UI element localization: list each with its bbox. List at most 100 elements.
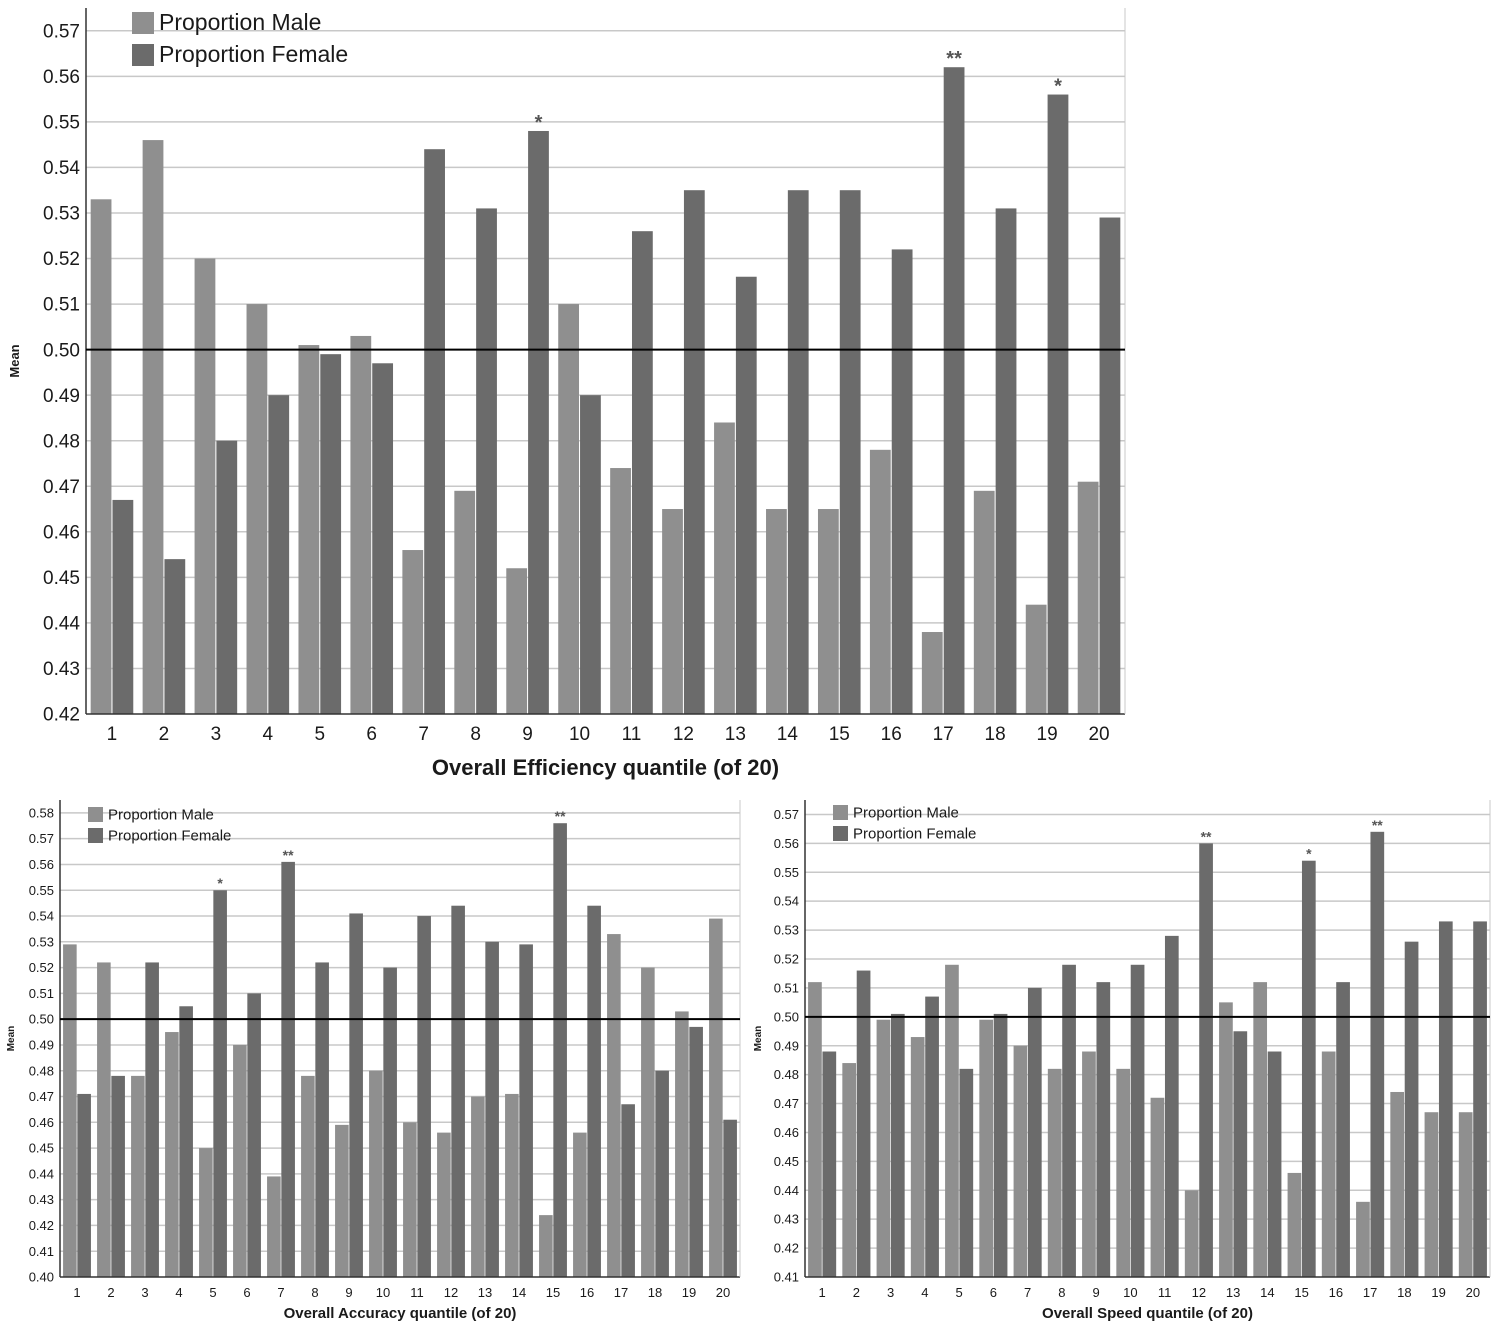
y-tick-label: 0.42 — [29, 1218, 54, 1233]
x-tick-label: 17 — [614, 1285, 628, 1300]
x-tick-label: 8 — [470, 724, 481, 745]
x-tick-label: 5 — [956, 1285, 963, 1300]
bar-female — [451, 905, 465, 1277]
bar-male — [842, 1063, 857, 1277]
x-tick-label: 13 — [1226, 1285, 1240, 1300]
y-tick-label: 0.57 — [774, 807, 799, 822]
x-tick-label: 18 — [1397, 1285, 1411, 1300]
bar-male — [1184, 1190, 1199, 1277]
bar-male — [335, 1124, 349, 1277]
x-tick-label: 12 — [444, 1285, 458, 1300]
y-tick-label: 0.40 — [29, 1270, 54, 1285]
x-tick-label: 4 — [921, 1285, 928, 1300]
bar-male — [165, 1032, 179, 1277]
y-tick-label: 0.53 — [774, 923, 799, 938]
x-tick-label: 2 — [107, 1285, 114, 1300]
y-tick-label: 0.51 — [29, 986, 54, 1001]
y-tick-label: 0.48 — [43, 431, 80, 452]
significance-marker: ** — [1201, 828, 1212, 844]
x-tick-label: 7 — [418, 724, 429, 745]
legend-swatch — [833, 805, 848, 820]
bar-male — [662, 509, 683, 714]
y-tick-label: 0.53 — [43, 204, 80, 225]
bar-male — [1458, 1112, 1473, 1277]
bar-male — [350, 335, 372, 714]
bar-male — [1390, 1091, 1405, 1277]
y-tick-label: 0.49 — [29, 1037, 54, 1052]
bar-female — [417, 916, 431, 1277]
bar-female — [1199, 843, 1213, 1277]
y-tick-label: 0.54 — [43, 158, 80, 179]
bar-male — [402, 550, 424, 714]
bar-female — [995, 208, 1017, 714]
bar-female — [1062, 964, 1076, 1277]
y-tick-label: 0.53 — [29, 934, 54, 949]
x-tick-label: 15 — [829, 724, 850, 745]
x-tick-label: 18 — [985, 724, 1006, 745]
bar-female — [315, 962, 329, 1277]
x-tick-label: 15 — [546, 1285, 560, 1300]
bar-male — [709, 918, 723, 1277]
bar-female — [1473, 921, 1487, 1277]
bar-male — [1116, 1068, 1131, 1277]
bar-female — [216, 440, 238, 714]
bar-male — [808, 982, 822, 1277]
x-tick-label: 5 — [209, 1285, 216, 1300]
significance-marker: * — [1306, 846, 1312, 862]
x-tick-label: 1 — [819, 1285, 826, 1300]
y-tick-label: 0.42 — [774, 1241, 799, 1256]
bar-female — [268, 395, 290, 714]
bar-male — [1356, 1201, 1370, 1277]
bar-female — [372, 363, 394, 714]
bar-female — [993, 1013, 1008, 1277]
bar-male — [437, 1132, 451, 1277]
bar-female — [145, 962, 159, 1277]
bar-female — [631, 231, 653, 714]
bar-female — [1130, 964, 1145, 1277]
bar-male — [298, 345, 320, 714]
x-axis-title: Overall Efficiency quantile (of 20) — [432, 755, 779, 780]
bar-male — [910, 1037, 925, 1277]
bar-female — [281, 861, 295, 1277]
x-tick-label: 17 — [933, 724, 954, 745]
chart-1: 0.42 0.43 0.44 0.45 0.46 0.47 0.48 0.49 0.50 0.51… — [7, 8, 1126, 780]
significance-marker: ** — [555, 808, 566, 824]
bar-male — [1047, 1068, 1062, 1277]
y-tick-label: 0.57 — [43, 21, 80, 42]
bar-female — [587, 905, 601, 1277]
y-tick-label: 0.42 — [43, 705, 80, 726]
y-tick-label: 0.50 — [774, 1009, 799, 1024]
chart-3: 0.41 0.42 0.43 0.44 0.45 0.46 0.47 0.48 0.49 0.50… — [753, 800, 1491, 1322]
bar-male — [454, 490, 476, 714]
x-tick-label: 4 — [263, 724, 274, 745]
bar-female — [485, 941, 499, 1277]
bar-female — [787, 190, 809, 714]
x-tick-label: 3 — [211, 724, 222, 745]
x-tick-label: 1 — [73, 1285, 80, 1300]
bar-female — [349, 913, 363, 1277]
bar-male — [142, 140, 164, 714]
x-tick-label: 2 — [853, 1285, 860, 1300]
chart-2: 0.40 0.41 0.42 0.43 0.44 0.45 0.46 0.47 0.48 0.49… — [6, 800, 741, 1322]
bar-male — [1013, 1045, 1028, 1277]
bar-male — [1424, 1112, 1439, 1277]
bar-male — [558, 304, 580, 714]
y-tick-label: 0.41 — [774, 1270, 799, 1285]
y-tick-label: 0.46 — [29, 1115, 54, 1130]
y-tick-label: 0.48 — [774, 1067, 799, 1082]
bar-male — [921, 632, 943, 714]
y-tick-label: 0.52 — [43, 249, 80, 270]
bar-female — [891, 249, 913, 715]
x-tick-label: 6 — [366, 724, 377, 745]
x-tick-label: 14 — [512, 1285, 526, 1300]
y-tick-label: 0.44 — [774, 1183, 799, 1198]
x-tick-label: 18 — [648, 1285, 662, 1300]
bar-male — [246, 304, 268, 714]
bar-male — [766, 509, 787, 714]
x-tick-label: 12 — [673, 724, 694, 745]
legend-swatch — [132, 44, 154, 66]
x-tick-label: 8 — [311, 1285, 318, 1300]
bar-female — [1370, 831, 1385, 1277]
x-tick-label: 11 — [622, 724, 642, 745]
bar-male — [506, 568, 528, 714]
